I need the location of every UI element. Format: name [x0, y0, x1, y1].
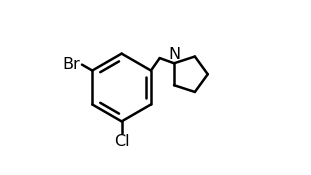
- Text: Cl: Cl: [114, 134, 129, 149]
- Text: N: N: [168, 47, 180, 62]
- Text: Br: Br: [63, 57, 80, 72]
